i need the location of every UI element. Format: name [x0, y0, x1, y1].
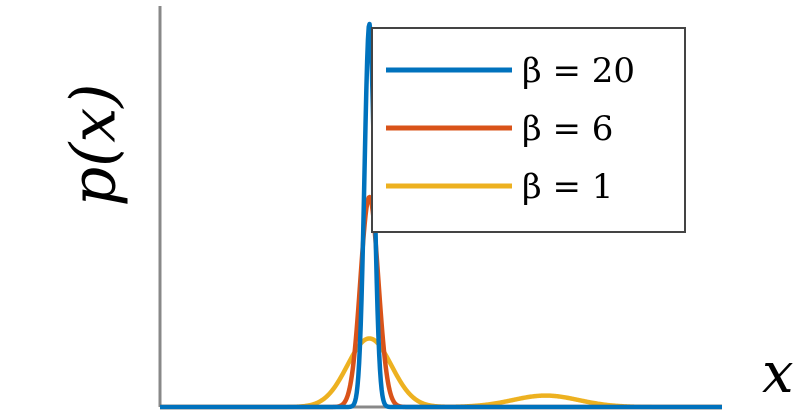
series-line-beta-20 — [158, 21, 724, 410]
legend-label-beta-6: β = 6 — [522, 109, 613, 149]
series-curves — [158, 21, 724, 410]
series-line-beta-1 — [158, 336, 724, 410]
legend: β = 20 β = 6 β = 1 — [371, 27, 686, 233]
legend-label-beta-1: β = 1 — [522, 167, 613, 207]
legend-label-beta-20: β = 20 — [522, 51, 635, 91]
x-axis-label: x — [762, 341, 794, 406]
y-axis-label: p(x) — [56, 83, 130, 207]
